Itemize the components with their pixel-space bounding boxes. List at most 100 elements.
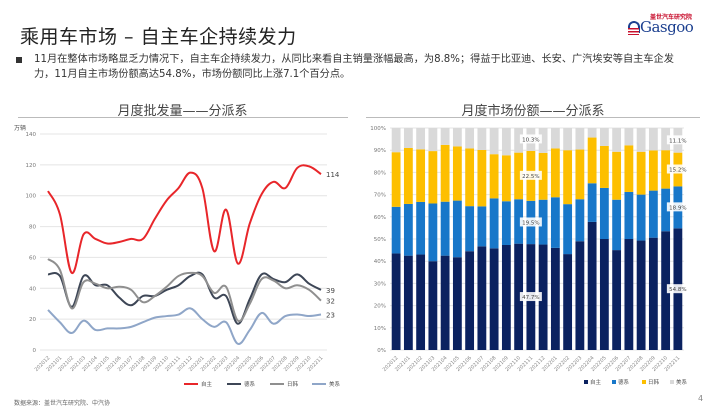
bar-segment-自主 (550, 247, 560, 350)
bar-segment-美系 (440, 128, 450, 145)
y-axis-unit: 万辆 (14, 124, 26, 132)
bar-segment-美系 (624, 128, 634, 146)
bar-segment-德系 (575, 199, 585, 242)
data-label: 54.8% (666, 284, 689, 294)
data-label-bg (666, 164, 689, 174)
bullet-square-icon (16, 57, 22, 63)
bar-segment-日韩 (428, 151, 438, 204)
bar-chart-title: 月度市场份额——分派系 (461, 104, 605, 119)
page-title: 乘用车市场 – 自主车企持续发力 (20, 26, 297, 48)
bar-segment-自主 (403, 255, 413, 350)
summary-text: 11月在整体市场略显乏力情况下，自主车企持续发力，从同比来看自主销量涨幅最高，为… (34, 54, 674, 80)
bar-segment-美系 (575, 128, 585, 150)
data-label-text: 15.2% (669, 168, 686, 174)
data-label-bg (666, 135, 689, 145)
legend-label: 自主 (590, 378, 602, 386)
bar-segment-美系 (501, 128, 511, 156)
series-end-label: 32 (326, 298, 335, 306)
bar-segment-德系 (538, 199, 548, 245)
bar-segment-自主 (465, 251, 475, 350)
bar-segment-日韩 (501, 155, 511, 202)
y-tick-label: 50% (374, 237, 386, 243)
bar-segment-德系 (501, 201, 511, 245)
bar-segment-自主 (391, 253, 401, 350)
series-end-label: 114 (326, 171, 340, 179)
bar-segment-日韩 (514, 152, 524, 200)
bar-segment-美系 (514, 128, 524, 153)
bar-segment-美系 (477, 128, 487, 150)
data-label-text: 10.3% (522, 137, 539, 143)
bar-segment-德系 (403, 203, 413, 256)
bar-segment-自主 (477, 246, 487, 350)
legend-label: 自主 (201, 380, 213, 388)
bar-segment-美系 (428, 128, 438, 152)
bar-segment-自主 (428, 261, 438, 350)
bar-segment-自主 (538, 244, 548, 350)
bar-segment-德系 (587, 183, 597, 222)
bar-segment-德系 (391, 206, 401, 254)
data-label-bg (519, 134, 542, 144)
y-tick-label: 140 (26, 132, 37, 138)
bar-segment-德系 (661, 188, 671, 232)
y-tick-label: 60% (374, 215, 386, 221)
bar-chart-title-rule (366, 117, 700, 118)
bar-segment-自主 (514, 243, 524, 350)
bar-segment-日韩 (538, 152, 548, 200)
bar-segment-德系 (428, 203, 438, 262)
y-tick-label: 120 (26, 163, 37, 169)
bar-segment-日韩 (403, 147, 413, 204)
bar-chart: 0%10%20%30%40%50%60%70%80%90%100%2020122… (370, 126, 689, 386)
bar-segment-日韩 (648, 150, 658, 191)
bar-segment-自主 (661, 231, 671, 350)
bar-segment-德系 (563, 204, 573, 255)
data-label-text: 19.5% (522, 220, 539, 226)
bar-segment-自主 (452, 257, 462, 350)
bar-segment-日韩 (477, 149, 487, 207)
bar-segment-美系 (489, 128, 499, 155)
bar-segment-日韩 (575, 149, 585, 200)
series-end-label: 23 (326, 312, 335, 320)
bar-segment-美系 (563, 128, 573, 151)
bar-segment-自主 (587, 221, 597, 350)
bar-segment-德系 (465, 206, 475, 252)
data-label-bg (666, 202, 689, 212)
series-line-日韩 (47, 258, 322, 323)
y-tick-label: 100% (370, 126, 386, 132)
bar-segment-德系 (416, 201, 426, 255)
y-tick-label: 80 (29, 225, 36, 231)
data-label-bg (519, 170, 542, 180)
legend-swatch (584, 380, 588, 384)
data-label: 15.2% (666, 164, 689, 174)
bar-segment-德系 (477, 206, 487, 247)
bar-segment-日韩 (440, 144, 450, 202)
bar-segment-美系 (538, 128, 548, 153)
bar-segment-自主 (563, 254, 573, 350)
gasgoo-logo: 盖世汽车研究院 Gasgoo (628, 12, 713, 36)
y-tick-label: 10% (374, 326, 386, 332)
data-label: 10.3% (519, 134, 542, 144)
line-chart-title: 月度批发量——分派系 (117, 104, 248, 119)
data-label-text: 54.8% (669, 287, 686, 293)
bar-segment-美系 (599, 128, 609, 146)
bar-segment-美系 (612, 128, 622, 152)
bar-segment-自主 (501, 244, 511, 350)
series-end-label: 39 (326, 287, 335, 295)
bar-segment-美系 (587, 128, 597, 138)
bar-segment-德系 (599, 187, 609, 239)
bar-segment-德系 (636, 194, 646, 241)
legend-label: 日韩 (287, 380, 299, 388)
logo-arc-icon (628, 21, 640, 33)
bar-segment-日韩 (599, 145, 609, 188)
y-tick-label: 0 (33, 348, 37, 354)
logo-en-text: Gasgoo (640, 18, 694, 36)
bar-segment-自主 (489, 248, 499, 350)
bar-segment-日韩 (550, 148, 560, 198)
bar-segment-自主 (575, 241, 585, 350)
line-chart: 万辆02040608010012014020201220210120210220… (14, 124, 341, 388)
bar-segment-德系 (550, 197, 560, 248)
bar-segment-日韩 (636, 151, 646, 195)
bar-segment-美系 (465, 128, 475, 149)
legend-label: 德系 (618, 378, 630, 386)
data-label-bg (519, 217, 542, 227)
bar-segment-日韩 (587, 137, 597, 184)
